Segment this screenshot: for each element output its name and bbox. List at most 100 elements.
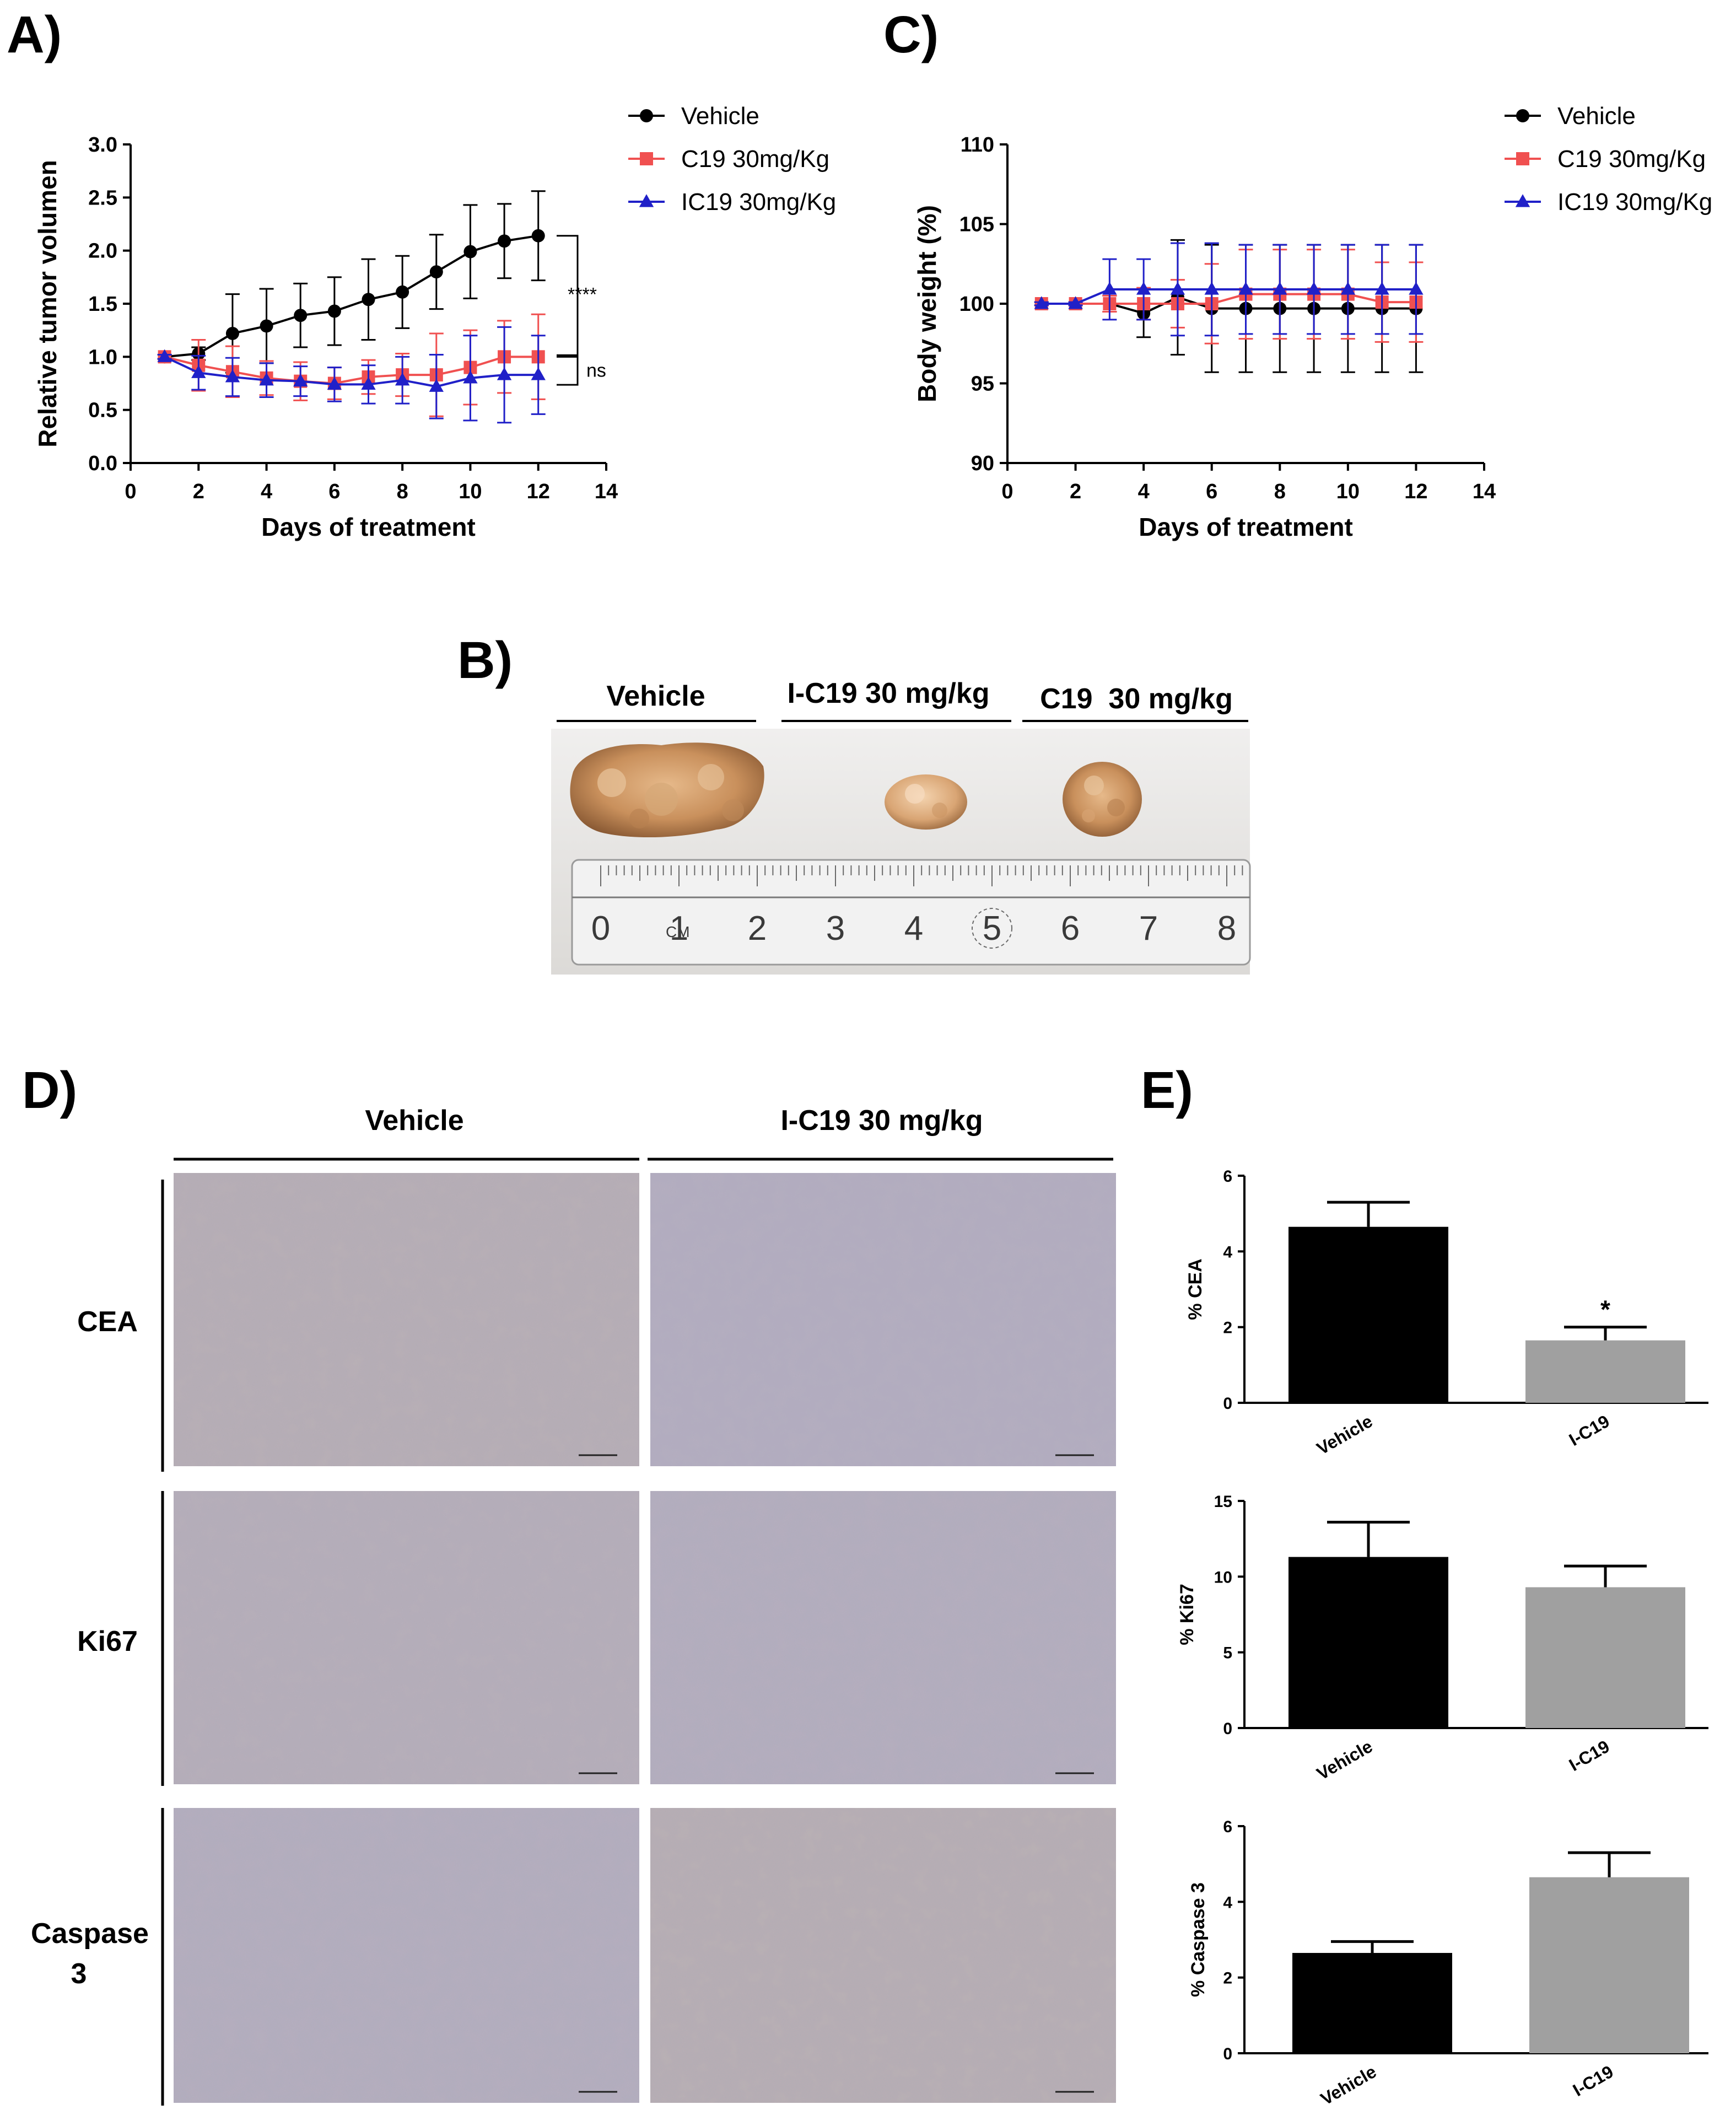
bar-i-c19: [1525, 1340, 1685, 1403]
x-category-label: I-C19: [1570, 2062, 1617, 2100]
tissue-grain: [650, 1173, 1116, 1466]
x-tick-label: 6: [1206, 480, 1217, 503]
data-point: [157, 349, 172, 362]
legend: Vehicle C19 30mg/Kg IC19 30mg/Kg: [1505, 103, 1712, 216]
x-tick-label: 4: [261, 480, 272, 503]
ruler-number: 8: [1217, 909, 1236, 948]
x-category-label: Vehicle: [1313, 1411, 1376, 1458]
panel-label-d: D): [22, 1061, 77, 1119]
y-axis-title: Body weight (%): [913, 205, 941, 402]
data-point: [327, 376, 342, 390]
significance-bracket-ns: [557, 354, 579, 386]
ihc-header-vehicle: Vehicle: [365, 1105, 463, 1137]
data-point: [293, 373, 308, 387]
data-point: [463, 370, 478, 384]
chart-e-caspase3: 0 2 4 6 % Caspase 3 Vehicle I-C19: [1188, 1818, 1708, 2109]
ruler-number: 1: [670, 909, 688, 948]
x-tick-label: 2: [193, 480, 204, 503]
tissue-grain: [174, 1808, 639, 2103]
y-tick-label: 1.5: [88, 293, 117, 316]
x-tick-label: 12: [1404, 480, 1427, 503]
tissue-grain: [650, 1491, 1116, 1784]
y-axis-title: Relative tumor volumen: [33, 160, 62, 447]
legend-marker: [1516, 152, 1529, 165]
ruler-number: 3: [826, 909, 845, 948]
x-category-label: I-C19: [1566, 1736, 1613, 1775]
data-point: [429, 379, 444, 392]
y-tick-label: 0: [1223, 1395, 1232, 1413]
ihc-caspase3-vehicle: [174, 1808, 639, 2103]
data-point: [429, 265, 443, 279]
data-point: [395, 372, 410, 386]
data-point: [1170, 282, 1185, 295]
legend-label: C19 30mg/Kg: [1557, 146, 1706, 173]
ruler-number: 5: [983, 909, 1001, 948]
data-point: [225, 326, 239, 340]
data-point: [1273, 282, 1287, 295]
data-point: [362, 293, 375, 306]
ihc-ki67-ic19: [650, 1491, 1116, 1784]
x-tick-label: 14: [595, 480, 618, 503]
ihc-cea-ic19: [650, 1173, 1116, 1466]
ihc-row-label-caspase: Caspase: [31, 1918, 149, 1950]
y-tick-label: 6: [1223, 1167, 1232, 1186]
legend-label: C19 30mg/Kg: [681, 146, 829, 173]
data-point: [531, 367, 546, 380]
chart-a-tumor-volume: 0 2 4 6 8 10 12 14 0.0 0.5 1.0 1.5 2.0 2.5 3.0 Days of …: [33, 103, 836, 541]
legend-marker: [640, 109, 653, 122]
data-point: [327, 304, 341, 318]
y-tick-label: 3.0: [88, 133, 117, 157]
y-tick-label: 4: [1223, 1243, 1232, 1261]
data-point: [361, 376, 376, 390]
data-point: [191, 365, 206, 378]
series-vehicle: [157, 190, 546, 374]
panel-label-a: A): [7, 6, 62, 64]
ihc-row-label-ki67: Ki67: [77, 1626, 138, 1657]
y-axis-title: % Ki67: [1177, 1584, 1198, 1645]
bar-vehicle: [1288, 1557, 1448, 1728]
panel-label-e: E): [1141, 1061, 1193, 1119]
photo-b-header-vehicle: Vehicle: [606, 680, 705, 712]
data-point: [259, 372, 274, 386]
bar-vehicle: [1288, 1226, 1448, 1403]
y-tick-label: 1.0: [88, 346, 117, 369]
y-tick-label: 0: [1223, 2045, 1232, 2063]
tissue-grain: [650, 1808, 1116, 2103]
data-point: [531, 229, 545, 243]
significance-bracket: [557, 235, 579, 358]
legend: Vehicle C19 30mg/Kg IC19 30mg/Kg: [628, 103, 836, 216]
ruler-number: 6: [1061, 909, 1080, 948]
data-point: [1374, 282, 1389, 295]
y-tick-label: 110: [961, 133, 994, 157]
x-tick-label: 6: [328, 480, 340, 503]
y-axis-title: % CEA: [1185, 1258, 1206, 1320]
y-tick-label: 0.0: [88, 452, 117, 475]
x-axis-title: Days of treatment: [261, 513, 476, 541]
y-tick-label: 2: [1223, 1969, 1232, 1988]
series-line: [164, 356, 538, 388]
data-point: [1409, 282, 1424, 295]
tumor-vehicle: [570, 742, 764, 838]
tissue-grain: [174, 1491, 639, 1784]
legend-label: IC19 30mg/Kg: [1557, 189, 1712, 216]
panel-label-c: C): [883, 6, 939, 64]
y-tick-label: 15: [1214, 1493, 1232, 1511]
ruler-unit-label: CM: [666, 923, 690, 940]
chart-c-body-weight: 0 2 4 6 8 10 12 14 90 95 100 105 110 Days of treatmen…: [913, 103, 1712, 541]
data-point: [1306, 282, 1322, 295]
y-tick-label: 0.5: [88, 399, 117, 422]
legend-label: Vehicle: [681, 103, 759, 130]
bar-i-c19: [1525, 1587, 1685, 1728]
data-point: [498, 234, 511, 248]
data-point: [1204, 282, 1219, 295]
series-vehicle: [1034, 239, 1424, 373]
significance-label: *: [1600, 1295, 1610, 1324]
x-tick-label: 14: [1473, 480, 1496, 503]
ihc-row-label-caspase-3: 3: [71, 1958, 87, 1990]
data-point: [1238, 282, 1253, 295]
ruler-number: 7: [1139, 909, 1158, 948]
series-c19-30mg-kg: [157, 313, 546, 417]
ruler-number: 4: [904, 909, 923, 948]
y-tick-label: 10: [1214, 1568, 1232, 1586]
x-category-label: Vehicle: [1313, 1736, 1376, 1784]
